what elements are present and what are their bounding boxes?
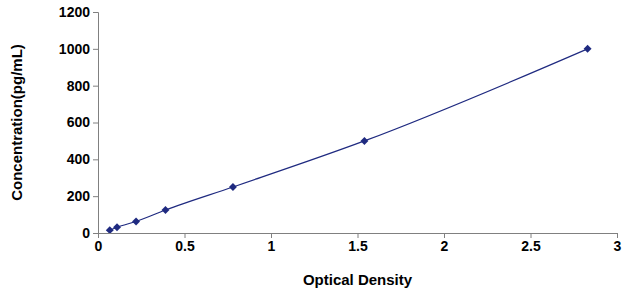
data bbox=[106, 45, 592, 233]
marker bbox=[113, 223, 121, 231]
tick: 800 bbox=[67, 78, 98, 94]
tick-label: 0 bbox=[82, 225, 90, 241]
marker bbox=[162, 206, 170, 214]
tick: 2 bbox=[441, 233, 449, 254]
tick-mark bbox=[93, 49, 98, 50]
tick-mark bbox=[93, 196, 98, 197]
tick-label: 2 bbox=[441, 238, 449, 254]
chart: 0 0.5 1 1.5 2 2.5 3 0 200 400 600 800 1000 1200 Optica… bbox=[0, 0, 630, 293]
tick-mark bbox=[93, 86, 98, 87]
tick-label: 600 bbox=[67, 114, 91, 130]
tick-label: 0 bbox=[95, 238, 103, 254]
x-axis: 0 0.5 1 1.5 2 2.5 3 bbox=[95, 233, 622, 254]
x-axis-title: Optical Density bbox=[303, 271, 413, 288]
y-axis-title: Concentration(pg/mL) bbox=[8, 44, 25, 201]
tick-label: 3 bbox=[614, 238, 622, 254]
marker bbox=[106, 226, 114, 233]
tick: 600 bbox=[67, 114, 98, 130]
tick: 1200 bbox=[59, 4, 98, 20]
tick-label: 800 bbox=[67, 78, 91, 94]
tick-mark bbox=[93, 123, 98, 124]
tick-label: 200 bbox=[67, 188, 91, 204]
curve bbox=[110, 49, 588, 230]
tick-label: 400 bbox=[67, 151, 91, 167]
marker bbox=[229, 183, 237, 191]
marker bbox=[360, 137, 368, 145]
tick: 200 bbox=[67, 188, 98, 204]
tick: 3 bbox=[614, 233, 622, 254]
axis-line bbox=[93, 13, 99, 234]
tick-mark bbox=[93, 12, 98, 13]
tick-label: 1200 bbox=[59, 4, 90, 20]
marker bbox=[132, 218, 140, 226]
tick: 1000 bbox=[59, 41, 98, 57]
marker bbox=[584, 45, 592, 53]
tick: 1 bbox=[268, 233, 276, 254]
tick: 400 bbox=[67, 151, 98, 167]
plot: 0 0.5 1 1.5 2 2.5 3 0 200 400 600 800 1000 1200 bbox=[59, 4, 622, 254]
tick-label: 1 bbox=[268, 238, 276, 254]
y-axis: 0 200 400 600 800 1000 1200 bbox=[59, 4, 99, 241]
tick: 2.5 bbox=[521, 233, 541, 254]
tick-label: 0.5 bbox=[175, 238, 195, 254]
tick: 0 bbox=[82, 225, 98, 241]
tick-mark bbox=[93, 159, 98, 160]
tick: 0.5 bbox=[175, 233, 195, 254]
tick: 1.5 bbox=[348, 233, 368, 254]
tick-label: 2.5 bbox=[521, 238, 541, 254]
tick: 0 bbox=[95, 233, 103, 254]
tick-label: 1000 bbox=[59, 41, 90, 57]
tick-label: 1.5 bbox=[348, 238, 368, 254]
tick-mark bbox=[93, 233, 98, 234]
